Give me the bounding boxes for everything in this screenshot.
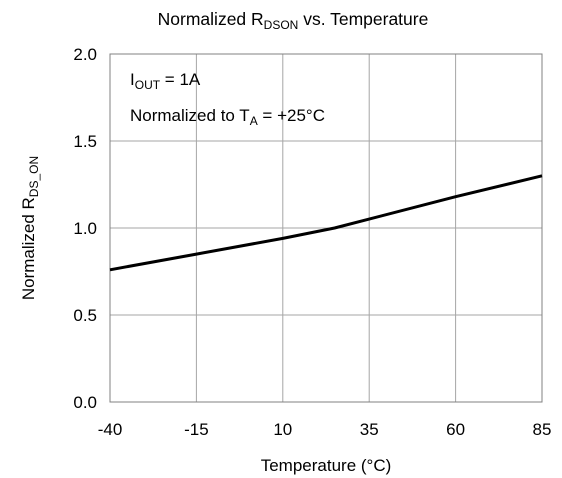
x-tick-label: -40 — [98, 420, 123, 439]
y-tick-label: 0.5 — [73, 306, 97, 325]
x-tick-label: 85 — [533, 420, 552, 439]
annotation-normalized-sub: A — [250, 114, 258, 128]
x-tick-label: -15 — [184, 420, 209, 439]
chart-title-sub: DSON — [264, 18, 299, 32]
annotation-iout-rest: = 1A — [160, 70, 201, 89]
annotation-normalized-rest: = +25°C — [258, 106, 325, 125]
grid — [110, 54, 542, 402]
annotation-normalized-main: Normalized to T — [130, 106, 250, 125]
y-tick-label: 1.5 — [73, 132, 97, 151]
y-axis-label: Normalized RDS_ON — [19, 156, 41, 300]
x-tick-label: 60 — [446, 420, 465, 439]
chart-title-main: Normalized R — [158, 9, 264, 29]
annotation-normalized: Normalized to TA = +25°C — [130, 106, 325, 128]
annotation-iout-sub: OUT — [135, 78, 161, 92]
y-tick-label: 1.0 — [73, 219, 97, 238]
annotation-iout-main: I — [130, 70, 135, 89]
series-line — [109, 174, 543, 272]
chart-title: Normalized RDSON vs. Temperature — [158, 9, 429, 32]
chart-title-rest: vs. Temperature — [298, 9, 428, 29]
y-tick-label: 2.0 — [73, 45, 97, 64]
x-tick-label: 10 — [273, 420, 292, 439]
tick-labels: -40 -15 10 35 60 85 0.0 0.5 1.0 1.5 2.0 — [73, 45, 551, 439]
x-axis-label: Temperature (°C) — [261, 456, 392, 475]
y-axis-label-main: Normalized R — [19, 197, 38, 300]
x-tick-label: 35 — [360, 420, 379, 439]
y-tick-label: 0.0 — [73, 393, 97, 412]
annotation-iout: IOUT = 1A — [130, 70, 201, 92]
plot-area-border — [109, 53, 543, 403]
y-axis-label-sub: DS_ON — [27, 156, 41, 197]
series-group — [109, 174, 543, 272]
